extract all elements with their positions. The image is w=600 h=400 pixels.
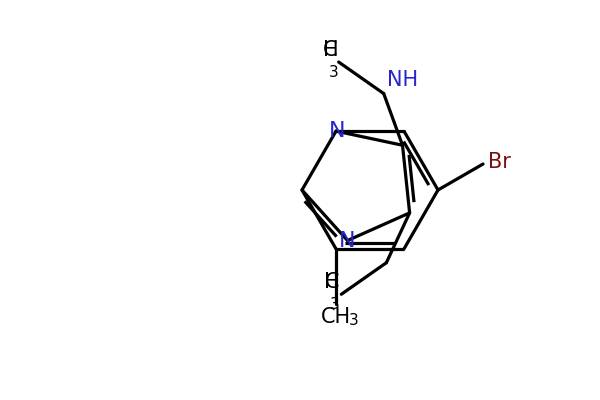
- Text: CH: CH: [321, 307, 351, 327]
- Text: Br: Br: [488, 152, 511, 172]
- Text: 3: 3: [329, 297, 340, 312]
- Text: C: C: [325, 272, 340, 292]
- Text: N: N: [339, 230, 356, 250]
- Text: 3: 3: [329, 65, 338, 80]
- Text: NH: NH: [387, 70, 418, 90]
- Text: C: C: [323, 40, 338, 60]
- Text: H: H: [323, 272, 340, 292]
- Text: H: H: [323, 40, 338, 60]
- Text: N: N: [329, 121, 345, 141]
- Text: 3: 3: [349, 313, 359, 328]
